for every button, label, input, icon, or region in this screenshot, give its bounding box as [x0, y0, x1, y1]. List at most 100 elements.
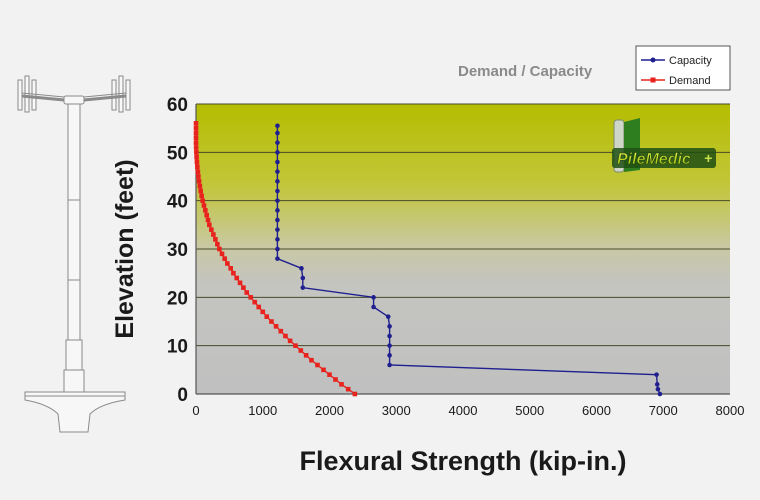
y-axis-ticks: 0 10 20 30 40 50 60 [167, 95, 188, 406]
data-point-demand [273, 324, 279, 329]
y-tick-label: 30 [167, 240, 188, 261]
x-tick-label: 3000 [382, 403, 411, 418]
insulator-left-1 [17, 79, 23, 111]
y-axis-title: Elevation (feet) [111, 159, 139, 338]
data-point-capacity [387, 343, 392, 348]
x-tick-label: 2000 [315, 403, 344, 418]
data-point-demand [260, 309, 266, 315]
data-point-demand [222, 256, 228, 261]
data-point-demand [228, 266, 234, 271]
data-point-capacity [275, 256, 280, 261]
legend-label-capacity: Capacity [669, 55, 712, 67]
insulator-right-3 [125, 79, 131, 111]
data-point-capacity [655, 386, 661, 392]
data-point-demand [195, 164, 200, 170]
data-point-demand [194, 154, 199, 160]
data-point-demand [248, 295, 254, 300]
data-point-capacity [657, 391, 663, 397]
legend-box [635, 45, 731, 91]
data-point-capacity [275, 227, 280, 232]
data-point-demand [199, 193, 204, 199]
data-point-demand [196, 174, 201, 179]
data-point-capacity [275, 130, 280, 136]
legend-marker-demand [650, 77, 656, 83]
data-point-demand [209, 227, 214, 232]
data-point-capacity [275, 140, 280, 145]
data-point-demand [194, 159, 200, 165]
data-point-demand [303, 353, 309, 358]
series-demand [193, 121, 358, 397]
pole-base-sleeve [65, 339, 83, 371]
data-point-capacity [275, 150, 280, 155]
data-point-demand [213, 237, 218, 242]
legend: Capacity Demand [635, 45, 731, 91]
data-point-demand [231, 270, 236, 276]
data-point-capacity [275, 237, 280, 242]
data-point-capacity [275, 217, 280, 223]
data-point-demand [198, 188, 203, 194]
x-tick-label: 8000 [716, 403, 745, 418]
data-point-capacity [371, 295, 376, 300]
pole-foundation [24, 391, 126, 433]
data-point-demand [205, 217, 211, 223]
data-point-demand [264, 314, 270, 319]
y-tick-label: 50 [167, 143, 188, 164]
data-point-demand [193, 130, 199, 136]
x-tick-label: 4000 [449, 403, 478, 418]
data-point-capacity [275, 198, 280, 203]
data-point-capacity [300, 275, 306, 281]
data-point-demand [197, 183, 203, 189]
data-point-capacity [371, 304, 376, 310]
data-point-demand [234, 275, 240, 281]
x-axis-ticks: 0 1000 2000 3000 4000 5000 6000 7000 8000 [192, 403, 744, 418]
x-tick-label: 5000 [515, 403, 544, 418]
y-tick-label: 60 [167, 95, 188, 116]
pole-cap [63, 95, 85, 105]
data-point-demand [193, 121, 199, 126]
data-point-demand [207, 222, 212, 228]
data-point-capacity [275, 159, 280, 165]
data-point-demand [194, 150, 199, 155]
utility-pole-icon [17, 75, 131, 433]
data-point-capacity [385, 314, 391, 319]
data-point-capacity [387, 353, 392, 358]
data-point-demand [204, 212, 209, 218]
x-tick-label: 7000 [649, 403, 678, 418]
data-point-capacity [654, 372, 659, 377]
series-layer [193, 121, 663, 397]
data-point-demand [315, 362, 320, 368]
data-point-demand [283, 333, 288, 339]
data-point-demand [195, 169, 201, 174]
data-point-demand [252, 299, 258, 305]
data-point-capacity [300, 285, 306, 290]
x-tick-label: 0 [192, 403, 199, 418]
data-point-demand [327, 372, 332, 377]
data-point-demand [321, 367, 326, 373]
data-point-capacity [299, 266, 304, 271]
data-point-demand [298, 348, 304, 353]
data-point-capacity [275, 123, 280, 129]
data-point-demand [225, 261, 230, 266]
series-capacity [275, 123, 663, 397]
logo-plus-icon: + [704, 150, 712, 166]
legend-marker-capacity [650, 57, 656, 63]
data-point-demand [215, 241, 220, 247]
data-point-capacity [275, 179, 280, 184]
y-tick-label: 0 [177, 385, 188, 406]
data-point-demand [287, 338, 293, 344]
data-point-capacity [275, 246, 280, 252]
data-point-demand [278, 328, 284, 334]
data-point-demand [203, 208, 208, 213]
data-point-capacity [387, 324, 392, 329]
data-point-capacity [275, 208, 280, 213]
data-point-demand [196, 179, 202, 184]
data-point-demand [217, 246, 222, 252]
data-point-demand [193, 125, 199, 131]
pole-shaft [67, 103, 81, 371]
legend-label-demand: Demand [669, 75, 711, 87]
y-tick-label: 20 [167, 288, 188, 309]
data-point-demand [193, 140, 199, 145]
logo-banner [612, 148, 716, 168]
data-point-capacity [387, 362, 392, 368]
